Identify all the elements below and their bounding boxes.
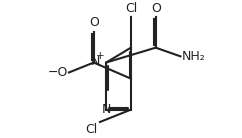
Text: NH₂: NH₂: [182, 50, 205, 63]
Text: +: +: [96, 51, 104, 61]
Text: N: N: [101, 103, 111, 116]
Text: −O: −O: [47, 66, 68, 79]
Text: N: N: [90, 55, 100, 68]
Text: Cl: Cl: [125, 2, 137, 15]
Text: O: O: [89, 16, 99, 29]
Text: O: O: [151, 2, 161, 15]
Text: Cl: Cl: [85, 123, 98, 136]
